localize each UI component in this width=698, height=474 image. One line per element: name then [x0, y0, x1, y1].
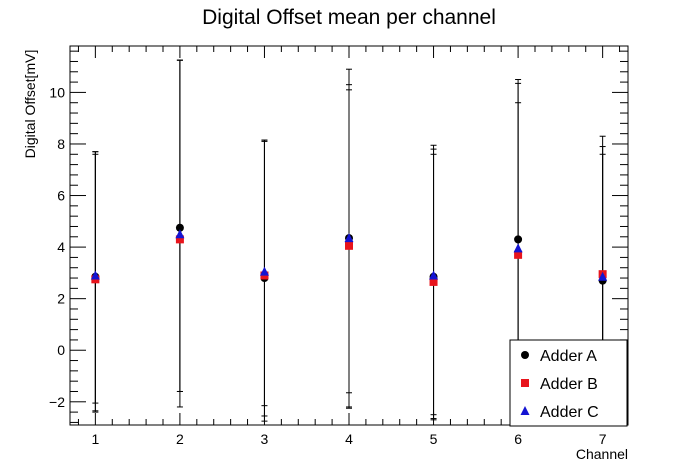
x-tick-label: 6	[514, 431, 522, 447]
adder-b-point	[345, 241, 353, 250]
x-tick-label: 7	[599, 431, 607, 447]
data-markers	[90, 223, 608, 286]
adder-c-point	[344, 233, 354, 243]
y-tick-label: 0	[57, 342, 65, 358]
adder-c-point	[90, 270, 100, 280]
legend-adder-b-label: Adder B	[540, 376, 598, 393]
legend-adder-c-symbol	[520, 406, 530, 415]
x-tick-label: 3	[261, 431, 269, 447]
y-tick-label: 2	[57, 291, 65, 307]
adder-c-point	[175, 229, 185, 239]
legend-box	[509, 339, 628, 427]
y-tick-label: 8	[57, 136, 65, 152]
x-tick-label: 5	[430, 431, 438, 447]
adder-b-point	[175, 235, 184, 244]
x-tick-label: 1	[91, 431, 99, 447]
legend-adder-a-label: Adder A	[540, 348, 597, 365]
axis-ticks: 1 2 3 4 5 6 7 −2 0 2 4 6 8 10	[49, 46, 628, 447]
legend-adder-b-symbol	[521, 379, 529, 387]
y-tick-label: 4	[57, 239, 65, 255]
y-tick-label: −2	[49, 394, 65, 410]
legend-adder-a-symbol	[521, 351, 529, 359]
adder-c-point	[598, 271, 608, 281]
adder-b-point	[429, 277, 438, 286]
y-tick-label: 6	[57, 188, 65, 204]
error-bars	[92, 59, 606, 423]
adder-c-point	[429, 270, 439, 280]
chart-title: Digital Offset mean per channel	[202, 6, 496, 29]
adder-c-point	[259, 266, 269, 276]
legend: Adder A Adder B Adder C	[509, 339, 628, 427]
legend-adder-c-label: Adder C	[540, 404, 599, 421]
x-tick-label: 2	[176, 431, 184, 447]
adder-a-point	[175, 223, 184, 232]
adder-a-point	[514, 235, 523, 244]
x-tick-label: 4	[345, 431, 353, 447]
y-tick-label: 10	[49, 84, 65, 100]
adder-b-point	[514, 250, 523, 259]
y-axis-label: Digital Offset[mV]	[22, 50, 38, 159]
x-axis-label: Channel	[576, 446, 628, 462]
adder-c-point	[513, 243, 523, 253]
